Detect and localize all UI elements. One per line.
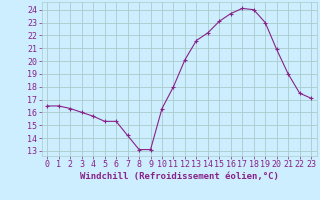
- X-axis label: Windchill (Refroidissement éolien,°C): Windchill (Refroidissement éolien,°C): [80, 172, 279, 181]
